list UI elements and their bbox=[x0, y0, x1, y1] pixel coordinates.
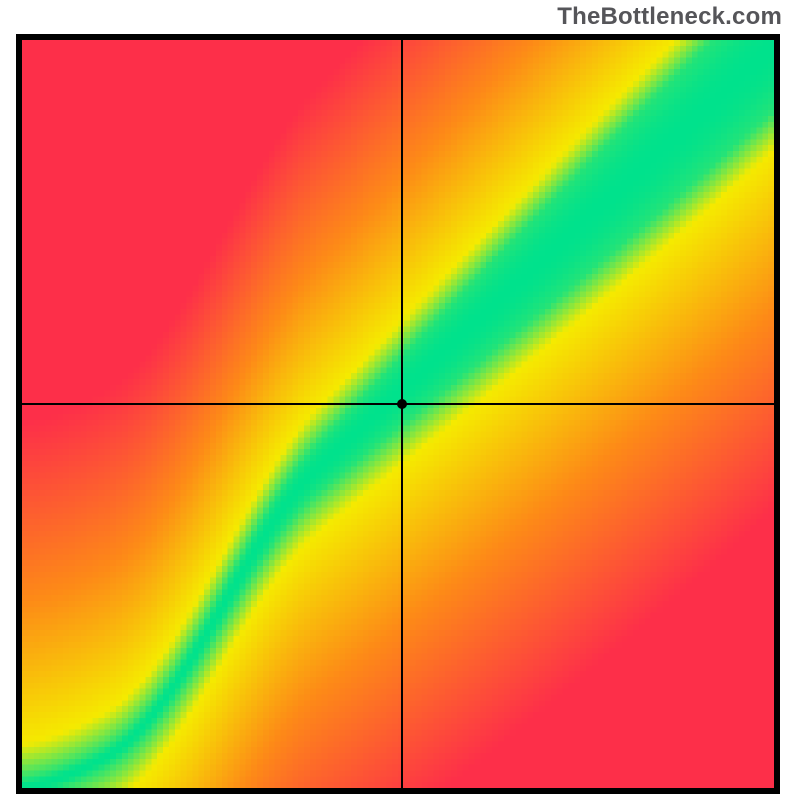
stage: TheBottleneck.com bbox=[0, 0, 800, 800]
heatmap-canvas bbox=[22, 40, 774, 788]
crosshair-vertical bbox=[401, 40, 403, 788]
watermark-label: TheBottleneck.com bbox=[557, 3, 782, 31]
crosshair-dot bbox=[397, 399, 407, 409]
